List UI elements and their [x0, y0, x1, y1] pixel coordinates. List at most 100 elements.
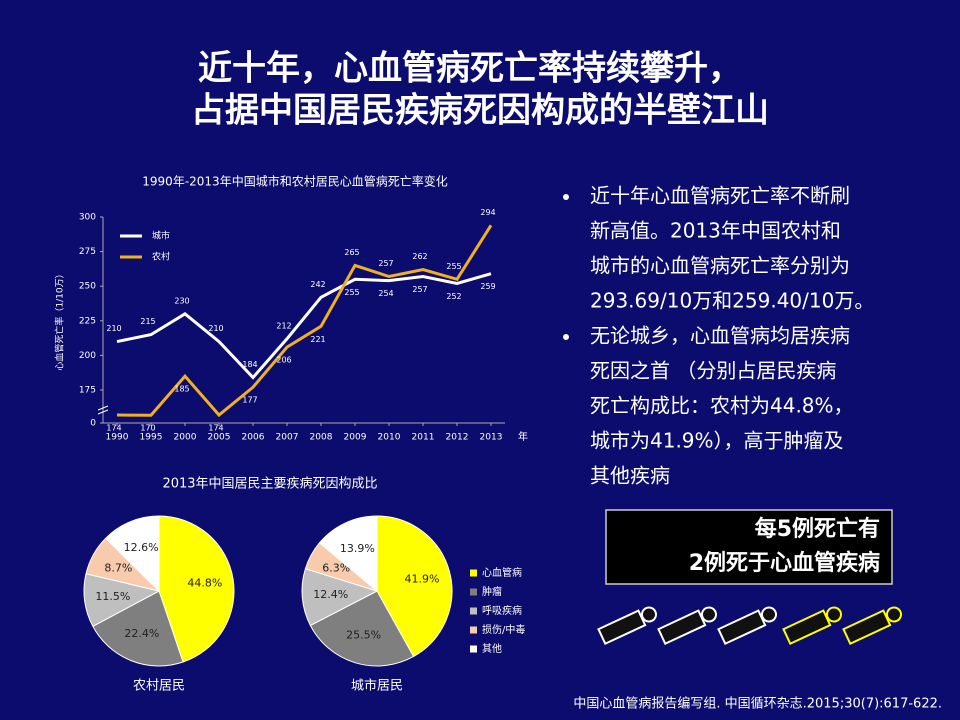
legend-swatch: [470, 569, 477, 577]
callout-text: 每5例死亡有: [755, 516, 880, 542]
data-label: 230: [174, 296, 189, 305]
y-tick-label: 275: [79, 247, 96, 257]
data-label: 12.4%: [313, 588, 348, 601]
data-label: 41.9%: [405, 572, 440, 585]
data-label: 174: [208, 424, 223, 433]
people-icons: [597, 606, 903, 646]
data-label: 215: [140, 317, 155, 326]
data-label: 212: [276, 321, 291, 330]
bullet-text: 死亡构成比：农村为44.8%，: [590, 394, 854, 418]
data-label: 262: [412, 252, 427, 261]
pie-slice: [104, 515, 160, 593]
y-tick-label: 0: [90, 419, 96, 429]
line-series: [116, 224, 493, 418]
pie-title: 农村居民: [133, 679, 185, 694]
data-label: 257: [412, 285, 427, 294]
data-label: 170: [140, 424, 155, 433]
data-label: 8.7%: [104, 561, 132, 574]
x-tick-label: 2008: [310, 433, 333, 443]
data-label: 6.3%: [322, 562, 350, 575]
x-tick-label: 2000: [174, 433, 197, 443]
x-tick-label: 2007: [276, 433, 299, 443]
legend-label: 呼吸疾病: [482, 604, 522, 617]
pie-slice: [301, 568, 379, 627]
data-label: 13.9%: [340, 542, 375, 555]
x-tick-label: 1995: [140, 433, 163, 443]
bullet-text: 新高值。2013年中国农村和: [590, 219, 841, 243]
y-tick-label: 250: [79, 282, 96, 292]
data-label: 12.6%: [124, 541, 159, 554]
data-label: 210: [106, 324, 121, 333]
bullet-dot: [563, 194, 569, 200]
pie-slice: [318, 515, 378, 593]
pie-title: 城市居民: [351, 678, 403, 694]
data-label: 252: [446, 292, 461, 301]
data-label: 259: [480, 282, 495, 291]
legend-swatch: [470, 645, 477, 653]
legend-swatch: [470, 607, 477, 615]
line-series: [116, 272, 492, 380]
x-tick-label: 2012: [446, 433, 469, 443]
bullet-text: 近十年心血管病死亡率不断刷: [590, 184, 850, 208]
bullet-text: 293.69/10万和259.40/10万。: [590, 289, 874, 313]
slide-title: 占据中国居民疾病死因构成的半壁江山: [191, 91, 769, 131]
bullet-text: 城市为41.9%），高于肿瘤及: [590, 429, 844, 453]
callout-box: [605, 509, 893, 585]
y-tick-label: 225: [79, 316, 96, 326]
data-label: 185: [174, 385, 189, 394]
data-label: 206: [276, 356, 291, 365]
bullet-text: 无论城乡，心血管病均居疾病: [590, 324, 850, 348]
legend-label: 损伤/中毒: [482, 623, 525, 636]
pie-section-title: 2013年中国居民主要疾病死因构成比: [162, 477, 377, 492]
data-label: 255: [344, 288, 359, 297]
x-tick-label: 1990: [106, 433, 129, 443]
data-label: 210: [208, 324, 223, 333]
data-label: 22.4%: [124, 627, 159, 640]
axis-break: [97, 405, 109, 415]
pie-slice: [92, 590, 184, 667]
citation: 中国心血管病报告编写组. 中国循环杂志.2015;30(7):617-622.: [573, 697, 942, 712]
pie-slice: [309, 590, 415, 667]
data-label: 255: [446, 262, 461, 271]
data-label: 221: [310, 335, 325, 344]
legend-swatch: [470, 588, 477, 596]
x-tick-label: 2013: [480, 433, 503, 443]
data-label: 184: [242, 360, 257, 369]
y-tick-label: 300: [79, 213, 96, 223]
legend-label: 心血管病: [482, 566, 522, 579]
slide-title: 近十年，心血管病死亡率持续攀升，: [198, 49, 742, 89]
y-tick-label: 175: [79, 386, 96, 396]
data-label: 242: [310, 280, 325, 289]
x-axis-label: 年: [518, 430, 528, 443]
x-tick-label: 2011: [412, 433, 435, 443]
bullet-text: 死因之首 （分别占居民疾病: [590, 359, 836, 383]
data-label: 257: [378, 259, 393, 268]
legend-swatch: [470, 626, 477, 634]
callout-text: 2例死于心血管疾病: [689, 550, 880, 576]
data-label: 265: [344, 248, 359, 257]
x-tick-label: 2006: [242, 433, 265, 443]
data-label: 254: [378, 289, 393, 298]
data-label: 25.5%: [346, 629, 381, 642]
bullet-text: 其他疾病: [590, 464, 670, 488]
y-tick-label: 200: [79, 351, 96, 361]
legend-label: 肿瘤: [482, 585, 502, 598]
x-tick-label: 2005: [208, 433, 231, 443]
data-label: 294: [480, 208, 495, 217]
y-axis-label: 心血管死亡率（1/10万）: [54, 269, 66, 370]
chart-title: 1990年-2013年中国城市和农村居民心血管病死亡率变化: [142, 174, 447, 189]
data-label: 177: [242, 396, 257, 405]
pie-slice: [376, 515, 453, 658]
data-label: 44.8%: [187, 576, 222, 589]
data-label: 174: [106, 424, 121, 433]
legend-label: 城市: [152, 230, 170, 242]
x-tick-label: 2009: [344, 433, 367, 443]
legend-label: 其他: [482, 642, 502, 655]
legend-label: 农村: [152, 251, 170, 263]
x-tick-label: 2010: [378, 433, 401, 443]
data-label: 11.5%: [95, 590, 130, 603]
bullet-dot: [563, 334, 569, 340]
pie-slice: [158, 515, 235, 663]
bullet-text: 城市的心血管病死亡率分别为: [590, 254, 850, 278]
